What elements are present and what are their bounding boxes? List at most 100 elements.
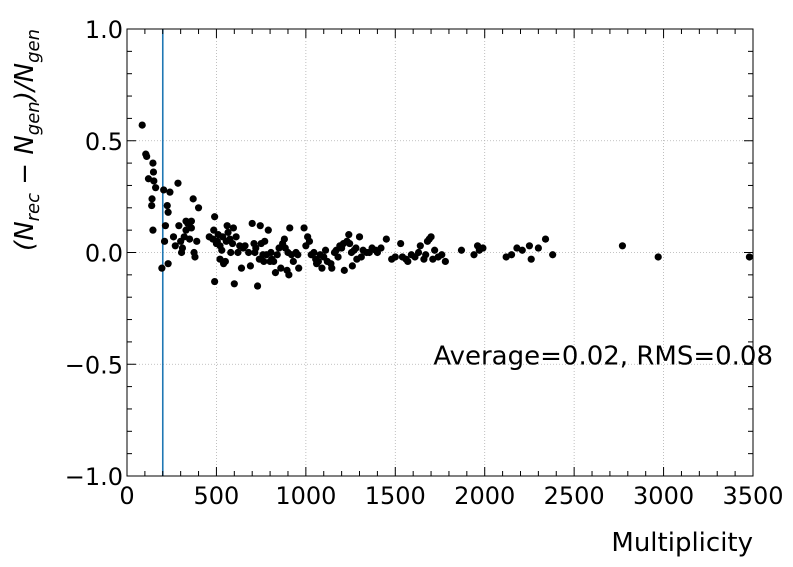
data-point [549, 251, 557, 259]
data-point [348, 262, 356, 270]
data-point [422, 251, 430, 259]
data-point [149, 159, 157, 167]
data-point [321, 246, 330, 254]
data-point [158, 264, 166, 272]
data-point [618, 242, 627, 250]
x-tick-labels: 0 500 1000 1500 2000 2500 3000 3500 [119, 482, 783, 510]
data-point [193, 237, 201, 245]
data-point [229, 224, 238, 232]
data-point [441, 257, 449, 266]
data-point [228, 239, 237, 248]
x-tick-label: 0 [119, 482, 134, 510]
data-point [138, 121, 146, 129]
data-point [270, 257, 278, 266]
data-point [745, 253, 754, 261]
data-point [256, 222, 264, 230]
data-point [541, 235, 550, 243]
data-point [234, 248, 242, 257]
data-point [221, 257, 229, 266]
data-point [171, 242, 179, 250]
y-tick-label: −1.0 [65, 463, 123, 491]
data-points [138, 121, 754, 290]
axis-ticks [126, 28, 754, 477]
data-point [160, 237, 169, 245]
data-point [261, 237, 269, 245]
data-point [161, 222, 170, 230]
data-point [175, 222, 183, 230]
data-point [427, 233, 435, 241]
data-point [431, 246, 439, 254]
data-point [527, 255, 535, 263]
y-tick-label: −0.5 [65, 351, 123, 379]
data-point [149, 226, 157, 234]
data-point [345, 231, 353, 239]
data-point [285, 271, 293, 279]
data-point [479, 244, 487, 252]
data-point [210, 226, 218, 234]
data-point [194, 204, 203, 212]
data-point [273, 251, 281, 259]
data-point [414, 248, 423, 257]
data-point [352, 244, 360, 252]
data-point [438, 251, 446, 259]
x-tick-label: 1500 [365, 482, 426, 510]
data-point [253, 282, 262, 290]
y-label-subscript: gen [23, 29, 44, 63]
data-point [148, 195, 156, 203]
data-point [164, 260, 172, 268]
data-point [232, 233, 240, 241]
data-point [163, 201, 171, 210]
data-point [391, 253, 399, 261]
data-point [397, 239, 405, 248]
x-tick-label: 3500 [722, 482, 783, 510]
data-point [305, 237, 314, 245]
x-tick-label: 2500 [544, 482, 605, 510]
data-point [178, 244, 187, 252]
data-point [271, 269, 280, 277]
data-point [186, 235, 194, 243]
data-point [310, 248, 318, 257]
x-tick-label: 1000 [275, 482, 336, 510]
data-point [150, 177, 158, 185]
data-point [187, 217, 195, 225]
data-point [149, 168, 158, 176]
data-point [295, 264, 303, 272]
data-point [189, 195, 197, 203]
data-point [211, 277, 219, 286]
y-label-subscript: rec [23, 193, 44, 221]
data-point [507, 251, 516, 259]
data-point [346, 239, 354, 248]
data-point [166, 188, 174, 196]
y-label-text: − N [10, 135, 40, 193]
y-axis-label: (Nrec − Ngen)/Ngen [10, 29, 44, 251]
y-tick-label: 0.5 [85, 128, 123, 156]
data-point [148, 201, 156, 210]
data-point [267, 248, 275, 257]
data-point [457, 246, 466, 254]
data-point [260, 257, 268, 266]
data-point [152, 184, 160, 192]
data-point [223, 222, 231, 230]
data-point [169, 233, 178, 241]
y-tick-label: 1.0 [85, 16, 123, 44]
x-tick-label: 2000 [454, 482, 515, 510]
data-point [382, 235, 390, 243]
data-point [470, 251, 478, 259]
data-point [318, 264, 326, 272]
data-point [187, 224, 195, 232]
y-label-subscript: gen [23, 101, 44, 135]
data-point [286, 224, 294, 232]
data-point [294, 251, 302, 259]
data-point [218, 246, 226, 254]
x-axis-label: Multiplicity [611, 528, 753, 558]
data-point [525, 242, 534, 250]
data-point [211, 213, 219, 221]
data-point [246, 262, 255, 270]
data-point [241, 242, 249, 250]
data-point [224, 228, 232, 236]
data-point [534, 244, 542, 252]
y-label-text: (N [10, 221, 40, 251]
data-point [164, 208, 172, 216]
stats-annotation: Average=0.02, RMS=0.08 [433, 341, 773, 371]
